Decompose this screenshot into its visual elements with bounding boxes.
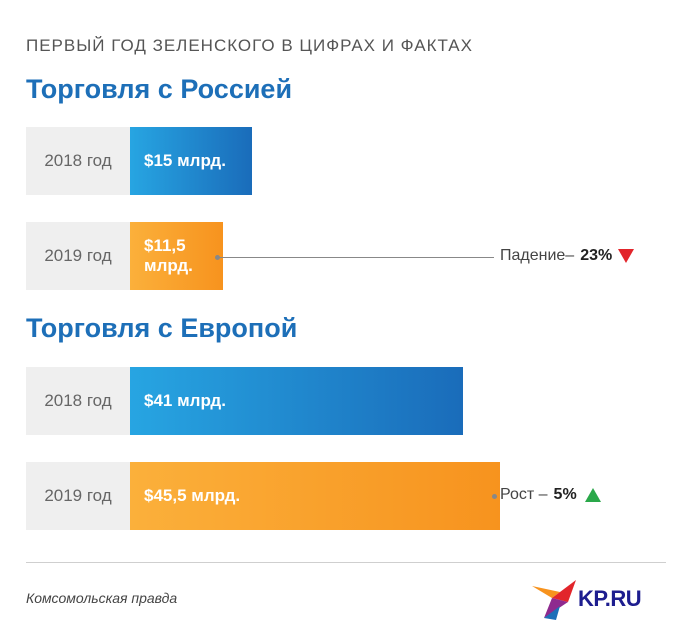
change-label-europe: Рост –	[500, 486, 548, 503]
up-triangle-icon	[584, 488, 601, 502]
down-triangle-icon	[618, 249, 635, 263]
supertitle: ПЕРВЫЙ ГОД ЗЕЛЕНСКОГО В ЦИФРАХ И ФАКТАХ	[26, 36, 473, 55]
year-label-russia-2018: 2018 год	[26, 127, 130, 195]
change-russia: Падение– 23%	[500, 247, 635, 265]
change-value-europe: 5%	[553, 486, 577, 503]
year-label-europe-2019: 2019 год	[26, 462, 130, 530]
bar-value-europe-2019: $45,5 млрд.	[144, 486, 241, 505]
bar-value-europe-2018: $41 млрд.	[144, 391, 226, 410]
year-label-russia-2019: 2019 год	[26, 222, 130, 290]
source-label: Комсомольская правда	[26, 590, 178, 606]
change-value-russia: 23%	[580, 247, 613, 264]
bar-europe-2019: $45,5 млрд.	[130, 462, 500, 530]
bar-value-russia-2018: $15 млрд.	[144, 151, 226, 170]
year-label-europe-2018: 2018 год	[26, 367, 130, 435]
bar-europe-2018: $41 млрд.	[130, 367, 463, 435]
bar-russia-2019: $11,5 млрд.	[130, 222, 224, 290]
change-europe: Рост – 5%	[500, 486, 601, 504]
bar-russia-2018: $15 млрд.	[130, 127, 252, 195]
change-label-russia: Падение–	[500, 247, 575, 264]
section-title-russia: Торговля с Россией	[26, 74, 293, 104]
kp-bird-icon	[532, 580, 576, 620]
leader-dot-europe	[491, 494, 497, 499]
bar-value-russia-2019: $11,5 млрд.	[144, 236, 193, 275]
leader-line-russia	[217, 257, 494, 258]
section-title-europe: Торговля с Европой	[26, 313, 298, 343]
logo-text: KP.RU	[578, 586, 642, 611]
footer-divider	[26, 562, 666, 563]
